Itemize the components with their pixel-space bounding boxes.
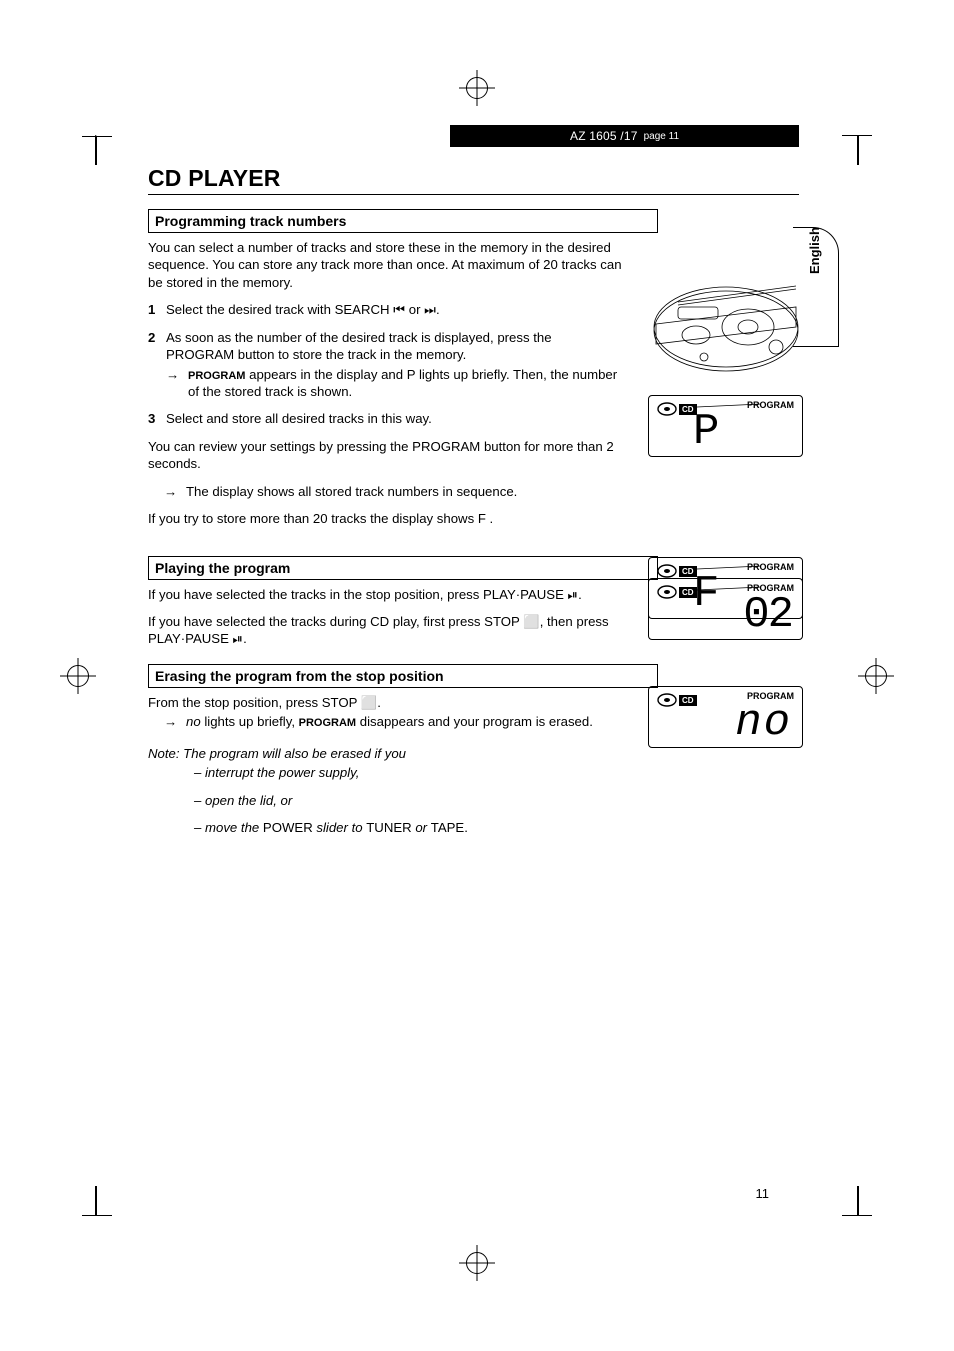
header-model: AZ 1605 /17	[570, 129, 638, 143]
step-text: Select and store all desired tracks in t…	[166, 410, 623, 427]
programming-step-1: 1 Select the desired track with SEARCH ⏮…	[148, 301, 623, 318]
step2-substep: → PROGRAM appears in the display and P l…	[166, 366, 623, 401]
page-number: 11	[756, 1186, 770, 1201]
programming-overflow: If you try to store more than 20 tracks …	[148, 510, 623, 527]
programming-heading: Programming track numbers	[148, 209, 658, 233]
section-title-rule: CD PLAYER	[148, 165, 799, 195]
playing-block: Playing the program If you have selected…	[148, 556, 799, 648]
step2-sub-rest: appears in the display and P lights up b…	[188, 367, 617, 400]
note3-mid: slider to	[313, 820, 367, 835]
note3-tuner: TUNER	[366, 820, 411, 835]
lcd-box-02: CD PROGRAM 02	[648, 578, 803, 640]
programming-block: Programming track numbers You can select…	[148, 209, 799, 528]
registration-mark-left	[60, 658, 96, 694]
programming-body: You can select a number of tracks and st…	[148, 239, 623, 528]
note3-or: or	[412, 820, 431, 835]
erasing-body: From the stop position, press STOP ⬜. → …	[148, 694, 623, 837]
page-content: English CD PLAYER Programming track numb…	[148, 165, 799, 1201]
erasing-note-3: – move the POWER slider to TUNER or TAPE…	[194, 819, 623, 836]
erasing-block: Erasing the program from the stop positi…	[148, 664, 799, 837]
lcd-segment-p: P	[693, 410, 717, 454]
step-number: 1	[148, 301, 160, 318]
erasing-heading: Erasing the program from the stop positi…	[148, 664, 658, 688]
registration-mark-right	[858, 658, 894, 694]
lcd-box-no: CD PROGRAM no	[648, 686, 803, 748]
registration-mark-top	[459, 70, 495, 106]
erasing-note-2: – open the lid, or	[194, 792, 623, 809]
playing-p1: If you have selected the tracks in the s…	[148, 586, 623, 603]
lcd-segment-no: no	[735, 701, 792, 745]
step-text: Select the desired track with SEARCH ⏮ o…	[166, 301, 623, 318]
playing-heading: Playing the program	[148, 556, 658, 580]
erasing-sub-text: no lights up briefly, PROGRAM disappears…	[186, 713, 623, 731]
playing-p2: If you have selected the tracks during C…	[148, 613, 623, 648]
step-text: As soon as the number of the desired tra…	[166, 329, 623, 401]
programming-step-3: 3 Select and store all desired tracks in…	[148, 410, 623, 427]
lcd-cd-label: CD	[679, 695, 697, 706]
erasing-sub-post: disappears and your program is erased.	[356, 714, 593, 729]
step2-main: As soon as the number of the desired tra…	[166, 330, 552, 362]
step2-sub-text: PROGRAM appears in the display and P lig…	[188, 366, 623, 401]
erasing-note-1: – interrupt the power supply,	[194, 764, 623, 781]
disc-icon	[657, 693, 677, 710]
note3-tape: TAPE.	[431, 820, 468, 835]
lcd-segment-02: 02	[743, 593, 792, 637]
arrow-icon: →	[164, 483, 180, 500]
language-label: English	[807, 227, 822, 274]
erasing-note-list: – interrupt the power supply, – open the…	[148, 764, 623, 836]
note3-pre: – move the	[194, 820, 263, 835]
crop-mark-br	[829, 1186, 859, 1216]
crop-mark-bl	[95, 1186, 125, 1216]
erasing-note-lead: Note: The program will also be erased if…	[148, 745, 623, 762]
programming-review-sub: → The display shows all stored track num…	[148, 483, 623, 500]
lcd-box-p: CD PROGRAM P	[648, 395, 803, 457]
erasing-p1: From the stop position, press STOP ⬜.	[148, 694, 623, 711]
note3-power: POWER	[263, 820, 313, 835]
disc-icon	[657, 585, 677, 602]
playing-body: If you have selected the tracks in the s…	[148, 586, 623, 648]
erasing-substep: → no lights up briefly, PROGRAM disappea…	[148, 713, 623, 731]
section-title: CD PLAYER	[148, 165, 799, 192]
erasing-sub-no: no	[186, 714, 201, 729]
program-label-inline: PROGRAM	[188, 370, 245, 382]
page-header-bar: AZ 1605 /17 page 11	[450, 125, 799, 147]
review-sub-text: The display shows all stored track numbe…	[186, 483, 623, 500]
registration-mark-bottom	[459, 1245, 495, 1281]
step-number: 2	[148, 329, 160, 401]
programming-review: You can review your settings by pressing…	[148, 438, 623, 473]
erasing-sub-mid: lights up briefly,	[201, 714, 299, 729]
lcd-cd-label: CD	[679, 587, 697, 598]
crop-mark-tr	[829, 135, 859, 165]
erasing-sub-prog: PROGRAM	[299, 717, 356, 729]
programming-intro: You can select a number of tracks and st…	[148, 239, 623, 291]
crop-mark-tl	[95, 135, 125, 165]
arrow-icon: →	[164, 713, 180, 731]
disc-icon	[657, 402, 677, 419]
programming-step-2: 2 As soon as the number of the desired t…	[148, 329, 623, 401]
device-illustration	[648, 269, 803, 379]
step-number: 3	[148, 410, 160, 427]
header-page-label: page 11	[644, 131, 679, 142]
arrow-icon: →	[166, 366, 182, 401]
